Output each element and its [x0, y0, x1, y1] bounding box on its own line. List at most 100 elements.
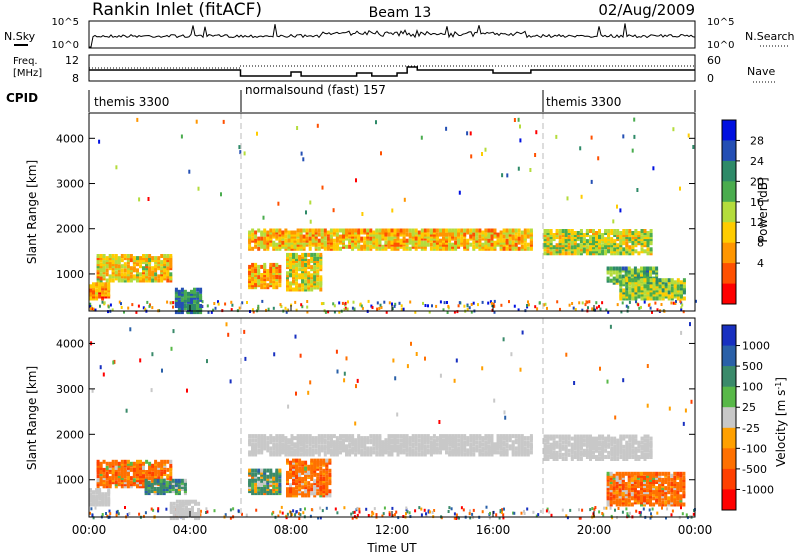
data-cell — [649, 266, 652, 271]
noise-cell — [391, 506, 394, 510]
data-cell — [254, 234, 258, 239]
data-cell — [123, 262, 127, 267]
data-cell — [561, 434, 565, 439]
data-cell — [604, 448, 608, 453]
data-cell — [448, 450, 452, 455]
data-cell — [643, 475, 646, 480]
data-cell — [314, 442, 318, 447]
data-cell — [552, 245, 556, 250]
data-cell — [646, 475, 649, 480]
data-cell — [508, 446, 512, 451]
data-cell — [293, 452, 297, 457]
data-cell — [643, 502, 646, 507]
data-cell — [576, 455, 580, 459]
data-cell — [384, 438, 388, 443]
noise-cell — [280, 305, 283, 308]
data-cell — [387, 236, 391, 241]
data-cell — [636, 272, 640, 277]
data-cell — [381, 228, 385, 233]
data-cell — [99, 476, 103, 481]
data-cell — [142, 274, 145, 279]
data-cell — [601, 235, 605, 240]
data-cell — [393, 438, 397, 443]
data-cell — [643, 455, 647, 459]
noise-cell — [625, 304, 628, 308]
data-cell — [643, 290, 647, 295]
data-cell — [619, 235, 623, 240]
data-cell — [624, 490, 628, 495]
data-cell — [529, 238, 533, 243]
noise-cell — [446, 301, 448, 304]
data-cell — [493, 446, 497, 451]
data-cell — [429, 452, 433, 457]
data-cell — [652, 484, 656, 489]
data-cell — [649, 233, 653, 237]
data-cell — [187, 295, 190, 300]
data-cell — [111, 262, 115, 267]
data-cell — [296, 228, 300, 233]
scatter-cell — [510, 352, 513, 357]
data-cell — [160, 465, 164, 470]
data-cell — [305, 228, 309, 233]
data-cell — [517, 434, 521, 439]
data-cell — [319, 267, 323, 272]
noise-cell — [347, 300, 349, 304]
data-cell — [670, 488, 674, 493]
data-cell — [679, 502, 683, 507]
data-cell — [160, 254, 164, 258]
noise-cell — [137, 304, 140, 308]
data-cell — [454, 232, 458, 237]
data-cell — [180, 287, 184, 292]
data-cell — [499, 438, 503, 443]
data-cell — [579, 434, 583, 439]
data-cell — [396, 244, 400, 249]
data-cell — [185, 499, 188, 504]
data-cell — [248, 244, 252, 249]
data-cell — [523, 452, 527, 457]
data-cell — [151, 465, 155, 470]
data-cell — [646, 235, 650, 240]
data-cell — [366, 228, 370, 233]
data-cell — [514, 244, 518, 249]
data-cell — [322, 493, 326, 498]
data-cell — [360, 442, 364, 447]
scatter-cell — [609, 324, 612, 329]
data-cell — [183, 487, 187, 491]
data-cell — [576, 440, 580, 445]
data-cell — [295, 460, 298, 465]
data-cell — [269, 452, 273, 457]
scatter-cell — [302, 157, 305, 162]
noise-cell — [352, 511, 355, 515]
noise-cell — [343, 506, 346, 510]
data-cell — [624, 486, 628, 491]
data-cell — [132, 256, 136, 261]
data-cell — [627, 266, 631, 271]
data-cell — [286, 257, 289, 261]
noise-cell — [257, 304, 260, 308]
data-cell — [105, 268, 109, 273]
data-cell — [354, 438, 358, 443]
noise-cell — [455, 513, 458, 517]
data-cell — [454, 228, 458, 233]
data-cell — [165, 480, 169, 485]
data-cell — [505, 228, 509, 233]
data-cell — [278, 236, 282, 241]
data-cell — [292, 489, 295, 494]
data-cell — [576, 243, 580, 248]
data-cell — [390, 446, 394, 451]
data-cell — [633, 498, 637, 503]
noise-cell — [344, 306, 347, 310]
data-cell — [157, 465, 161, 470]
data-cell — [426, 448, 430, 453]
data-cell — [123, 256, 127, 261]
data-cell — [630, 272, 634, 277]
data-cell — [469, 434, 473, 439]
data-cell — [570, 235, 574, 240]
data-cell — [469, 452, 473, 457]
colorbar-tick-label: -25 — [742, 422, 760, 435]
data-cell — [478, 234, 482, 239]
noise-cell — [394, 513, 396, 517]
data-cell — [160, 266, 164, 271]
data-cell — [339, 234, 342, 239]
data-cell — [136, 268, 139, 273]
